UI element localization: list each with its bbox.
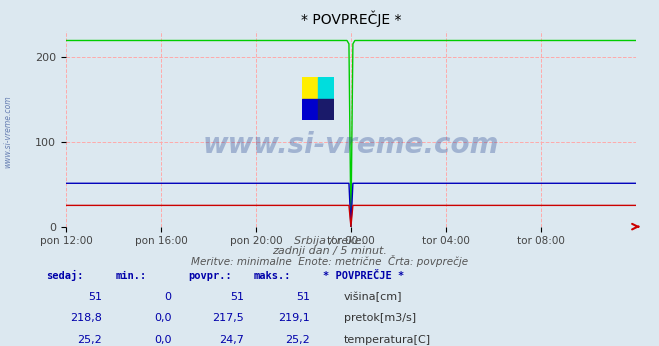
- Text: pretok[m3/s]: pretok[m3/s]: [344, 313, 416, 324]
- Text: 24,7: 24,7: [219, 335, 244, 345]
- Text: 51: 51: [230, 292, 244, 302]
- Text: 25,2: 25,2: [77, 335, 102, 345]
- Bar: [318, 77, 334, 99]
- Title: * POVPREČJE *: * POVPREČJE *: [301, 11, 401, 27]
- Text: sedaj:: sedaj:: [46, 270, 84, 281]
- Text: 0,0: 0,0: [154, 313, 171, 324]
- Text: Srbija / reke.: Srbija / reke.: [294, 236, 365, 246]
- Text: 51: 51: [88, 292, 102, 302]
- Text: www.si-vreme.com: www.si-vreme.com: [3, 95, 13, 168]
- Text: povpr.:: povpr.:: [188, 271, 231, 281]
- Text: 217,5: 217,5: [212, 313, 244, 324]
- Text: 219,1: 219,1: [278, 313, 310, 324]
- Text: maks.:: maks.:: [254, 271, 291, 281]
- Text: min.:: min.:: [115, 271, 146, 281]
- Text: * POVPREČJE *: * POVPREČJE *: [323, 271, 404, 281]
- Text: Meritve: minimalne  Enote: metrične  Črta: povprečje: Meritve: minimalne Enote: metrične Črta:…: [191, 255, 468, 267]
- Text: 0: 0: [164, 292, 171, 302]
- Text: www.si-vreme.com: www.si-vreme.com: [203, 130, 499, 158]
- Bar: [318, 99, 334, 120]
- Text: višina[cm]: višina[cm]: [344, 292, 403, 302]
- Text: 51: 51: [296, 292, 310, 302]
- Bar: [302, 77, 318, 99]
- Text: 0,0: 0,0: [154, 335, 171, 345]
- Text: 25,2: 25,2: [285, 335, 310, 345]
- Bar: [302, 99, 318, 120]
- Text: 218,8: 218,8: [71, 313, 102, 324]
- Text: temperatura[C]: temperatura[C]: [344, 335, 431, 345]
- Text: zadnji dan / 5 minut.: zadnji dan / 5 minut.: [272, 246, 387, 256]
